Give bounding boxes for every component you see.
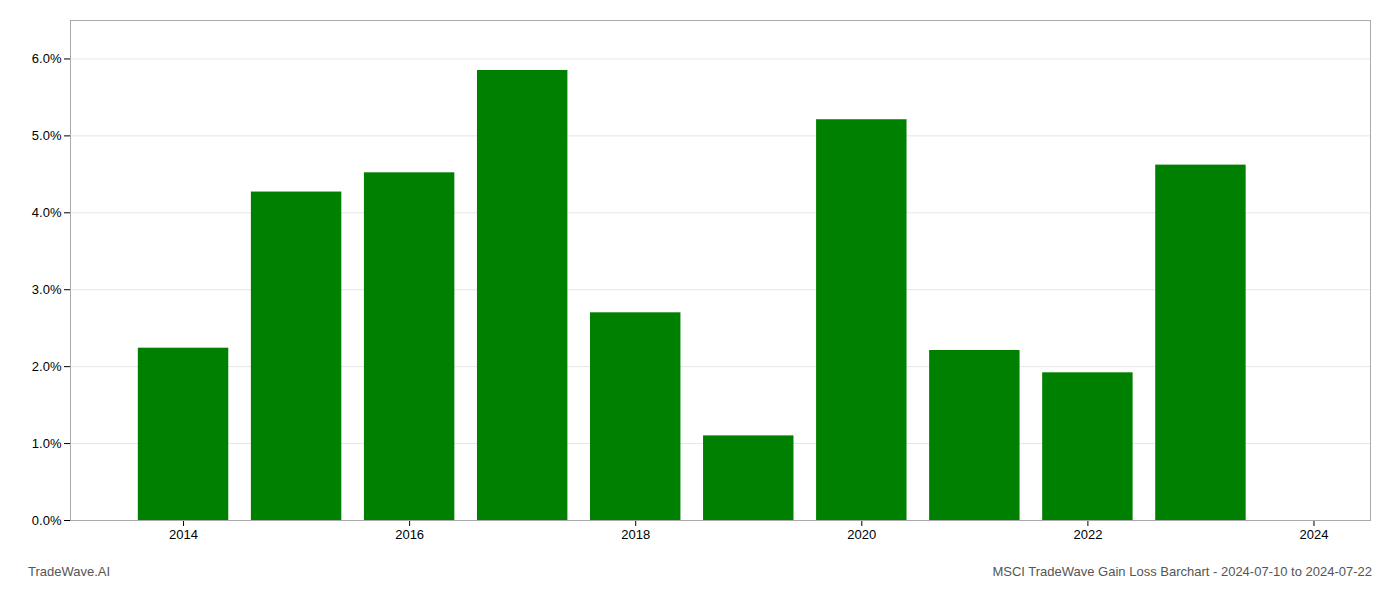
html-text:TradeWave.AI: TradeWave.AI xyxy=(28,564,111,579)
svg-text:1.0%: 1.0% xyxy=(32,436,62,451)
html-text:MSCI TradeWave Gain Loss Barch: MSCI TradeWave Gain Loss Barchart - 2024… xyxy=(992,564,1372,579)
svg-text:5.0%: 5.0% xyxy=(32,128,62,143)
svg-text:2.0%: 2.0% xyxy=(32,359,62,374)
svg-text:0.0%: 0.0% xyxy=(32,513,62,528)
svg-text:2018: 2018 xyxy=(621,527,650,542)
svg-text:2020: 2020 xyxy=(847,527,876,542)
svg-text:2016: 2016 xyxy=(395,527,424,542)
svg-text:2024: 2024 xyxy=(1300,527,1329,542)
svg-text:4.0%: 4.0% xyxy=(32,205,62,220)
svg-text:2022: 2022 xyxy=(1073,527,1102,542)
svg-text:2014: 2014 xyxy=(169,527,198,542)
svg-text:6.0%: 6.0% xyxy=(32,51,62,66)
svg-text:3.0%: 3.0% xyxy=(32,282,62,297)
